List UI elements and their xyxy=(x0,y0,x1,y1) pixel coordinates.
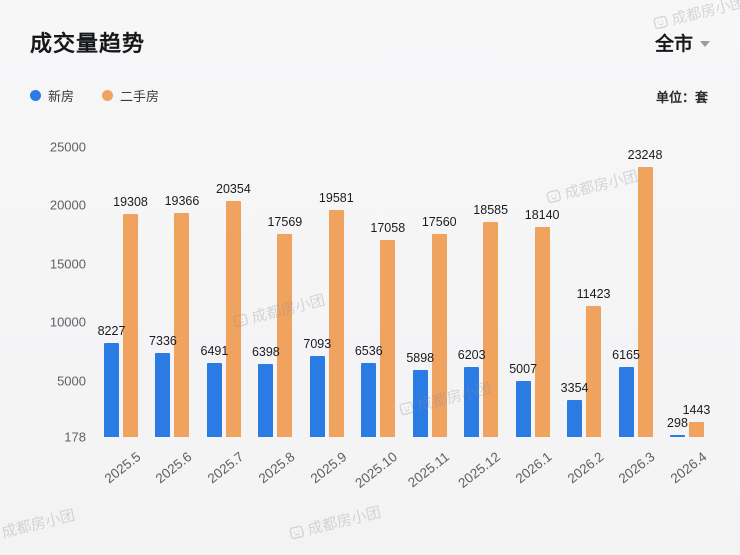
bar-resale-2025.11 xyxy=(431,233,447,437)
bar-group-2025.5: 8227 19308 2025.5 xyxy=(98,147,148,487)
value-label: 3354 xyxy=(560,380,589,395)
bar-new-2026.2 xyxy=(567,399,583,437)
value-label: 11423 xyxy=(576,286,611,301)
x-axis-tick-label: 2025.8 xyxy=(255,449,298,487)
bar-new-2025.8 xyxy=(258,364,274,437)
x-axis-tick-label: 2026.2 xyxy=(564,449,607,487)
bar-group-2025.10: 6536 17058 2025.10 xyxy=(353,147,405,491)
bar-resale-2025.8 xyxy=(277,233,293,437)
value-label: 18585 xyxy=(473,202,509,217)
value-label: 1443 xyxy=(682,403,711,418)
bar-group-2025.11: 5898 17560 2025.11 xyxy=(405,147,457,490)
value-label: 17560 xyxy=(421,214,457,229)
x-axis-tick-label: 2025.9 xyxy=(307,449,350,487)
scope-selector[interactable]: 全市 xyxy=(655,29,710,56)
legend-dot-icon xyxy=(30,90,41,101)
bar-new-2026.4 xyxy=(669,435,685,437)
value-label: 6491 xyxy=(200,344,229,359)
bar-new-2025.6 xyxy=(155,353,171,437)
value-label: 17569 xyxy=(267,214,303,229)
legend-label: 二手房 xyxy=(120,89,160,104)
legend-dot-icon xyxy=(102,90,114,101)
bar-group-2026.1: 5007 18140 2026.1 xyxy=(509,147,559,486)
value-label: 6165 xyxy=(612,348,640,363)
legend-label: 新房 xyxy=(48,89,75,104)
bar-new-2025.5 xyxy=(104,342,119,437)
x-axis-tick-label: 2026.1 xyxy=(513,449,555,487)
value-label: 7093 xyxy=(303,337,332,352)
value-label: 23248 xyxy=(627,148,663,163)
value-label: 17058 xyxy=(370,220,406,235)
legend: 新房 二手房 xyxy=(30,86,159,105)
legend-item-new[interactable]: 新房 xyxy=(30,86,74,105)
value-label: 298 xyxy=(667,416,688,430)
x-axis-tick-label: 2026.3 xyxy=(615,449,658,487)
scope-label: 全市 xyxy=(654,34,693,55)
bar-resale-2025.7 xyxy=(225,201,241,437)
bar-group-2025.7: 6491 20354 2025.7 xyxy=(201,147,251,486)
bar-resale-2026.2 xyxy=(586,305,602,437)
value-label: 20354 xyxy=(216,182,251,197)
bar-new-2025.10 xyxy=(361,362,377,437)
page-title: 成交量趋势 xyxy=(30,31,146,56)
bar-new-2025.12 xyxy=(464,366,480,437)
value-label: 6536 xyxy=(354,343,383,358)
bar-new-2026.3 xyxy=(618,367,634,437)
bar-resale-2026.4 xyxy=(688,422,704,437)
bar-group-2025.9: 7093 19581 2025.9 xyxy=(303,147,353,486)
bar-resale-2025.10 xyxy=(380,239,396,437)
value-label: 19366 xyxy=(164,193,200,208)
chevron-down-icon xyxy=(700,41,710,47)
value-label: 18140 xyxy=(524,208,560,223)
value-label: 19308 xyxy=(113,194,148,209)
y-axis-tick-label: 5000 xyxy=(57,373,86,389)
y-axis-tick-label: 178 xyxy=(64,429,86,445)
x-axis-tick-label: 2025.11 xyxy=(405,449,452,491)
value-label: 19581 xyxy=(318,191,354,206)
bar-group-2025.6: 7336 19366 2025.6 xyxy=(149,147,199,486)
y-axis-tick-label: 20000 xyxy=(49,197,86,213)
bar-resale-2025.12 xyxy=(483,221,499,437)
y-axis-tick-label: 10000 xyxy=(49,314,86,330)
x-axis-tick-label: 2025.10 xyxy=(352,449,401,491)
value-label: 5007 xyxy=(509,361,538,376)
bar-new-2025.11 xyxy=(412,370,428,437)
x-axis-tick-label: 2025.12 xyxy=(455,449,504,491)
bar-resale-2026.3 xyxy=(637,167,653,437)
bar-group-2026.3: 6165 23248 2026.3 xyxy=(612,147,662,486)
y-axis-tick-label: 15000 xyxy=(49,256,86,272)
bar-group-2025.8: 6398 17569 2025.8 xyxy=(252,147,302,486)
bar-resale-2025.9 xyxy=(328,210,344,437)
value-label: 6398 xyxy=(251,345,280,360)
x-axis-tick-label: 2025.7 xyxy=(204,449,247,487)
legend-item-resale[interactable]: 二手房 xyxy=(102,86,159,105)
x-axis-tick-label: 2026.4 xyxy=(667,449,710,487)
value-label: 6203 xyxy=(457,347,486,362)
x-axis-tick-label: 2025.6 xyxy=(152,449,195,487)
value-label: 7336 xyxy=(149,334,177,349)
unit-label: 单位：套 xyxy=(655,90,708,105)
bar-resale-2025.5 xyxy=(123,213,138,437)
y-axis-tick-label: 25000 xyxy=(49,139,86,155)
bar-new-2026.1 xyxy=(515,380,531,437)
value-label: 5898 xyxy=(406,351,435,366)
x-axis-tick-label: 2025.5 xyxy=(101,449,144,487)
bar-group-2025.12: 6203 18585 2025.12 xyxy=(456,147,508,491)
bar-resale-2026.1 xyxy=(534,227,550,437)
plot-area: 8227 19308 2025.5 7336 19366 2025.6 6491 20354 2… xyxy=(98,147,711,491)
bar-group-2026.4: 298 1443 2026.4 xyxy=(667,147,710,486)
value-label: 8227 xyxy=(97,323,126,338)
bar-resale-2025.6 xyxy=(174,212,190,437)
bar-new-2025.7 xyxy=(206,363,222,437)
bar-group-2026.2: 3354 11423 2026.2 xyxy=(561,147,611,487)
bar-new-2025.9 xyxy=(309,356,325,437)
